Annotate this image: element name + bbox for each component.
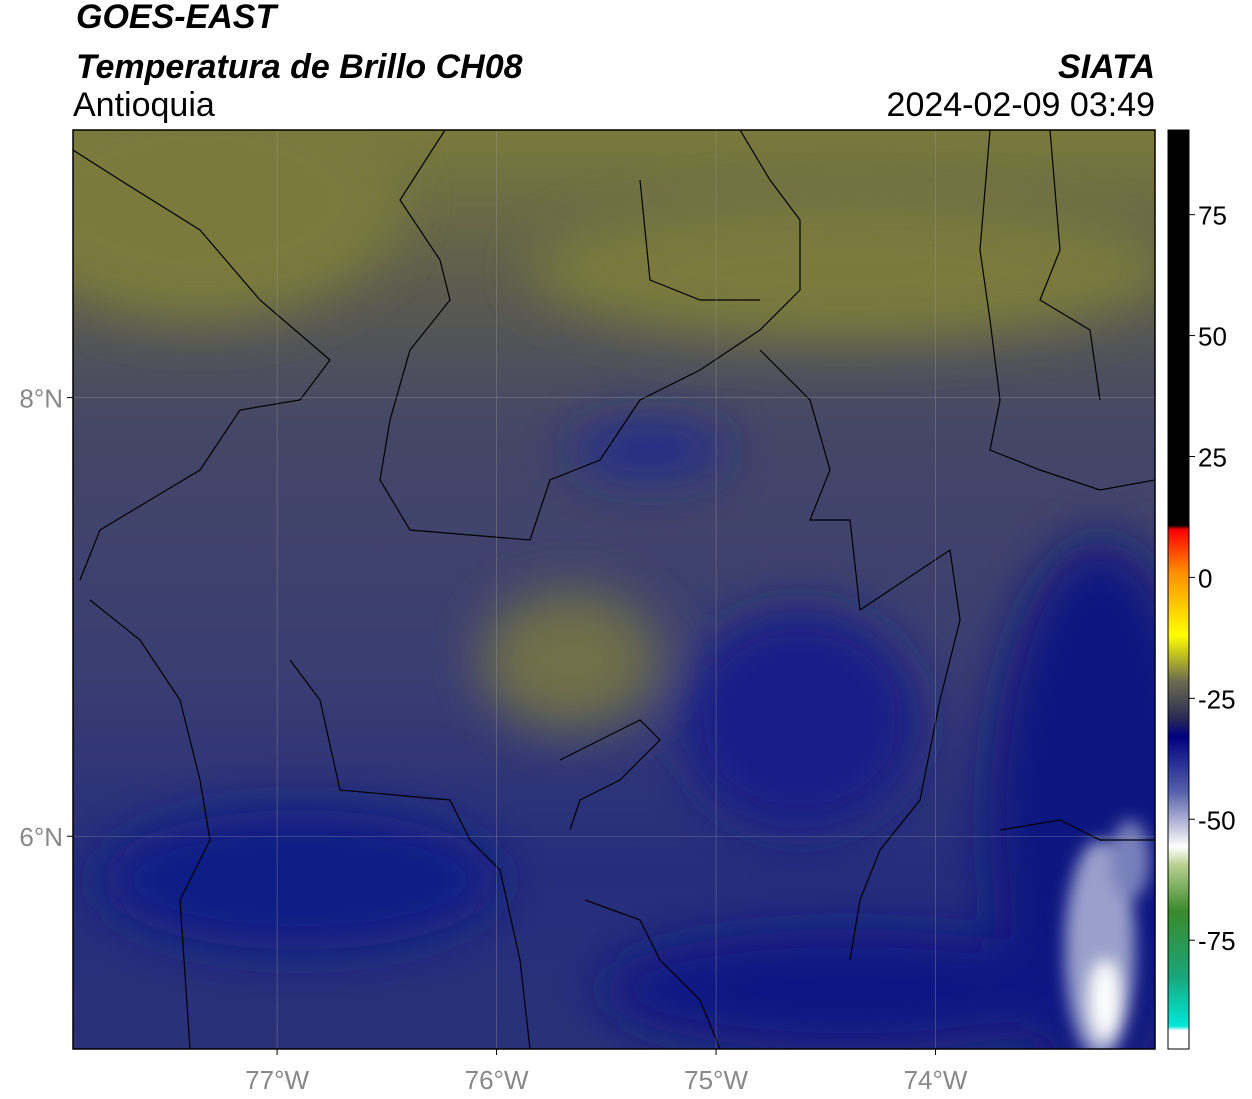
x-tick-label: 74°W <box>904 1065 968 1095</box>
x-tick-label: 77°W <box>245 1065 309 1095</box>
grid: 77°W 76°W 75°W 74°W 8°N 6°N <box>19 130 1155 1095</box>
colorbar-tick-label: 75 <box>1198 201 1227 231</box>
colorbar-tick-label: -25 <box>1198 684 1236 714</box>
colorbar-ticks: 75 50 25 0 -25 -50 -75 <box>1189 201 1236 956</box>
y-tick-label: 8°N <box>19 384 63 414</box>
x-tick-label: 75°W <box>684 1065 748 1095</box>
colorbar <box>1167 129 1190 1050</box>
colorbar-tick-label: 0 <box>1198 563 1212 593</box>
colorbar-tick-label: -75 <box>1198 926 1236 956</box>
map-frame <box>72 129 1156 1050</box>
subtitle: Temperatura de Brillo CH08 <box>76 48 523 86</box>
colorbar-tick-label: 25 <box>1198 442 1227 472</box>
colorbar-tick-label: 50 <box>1198 322 1227 352</box>
datetime: 2024-02-09 03:49 <box>887 86 1155 124</box>
y-tick-label: 6°N <box>19 822 63 852</box>
map-image <box>73 130 1155 1049</box>
region: Antioquia <box>73 86 215 124</box>
title: GOES-EAST <box>76 0 279 36</box>
colorbar-tick-label: -50 <box>1198 805 1236 835</box>
source: SIATA <box>1058 48 1155 86</box>
x-tick-label: 76°W <box>465 1065 529 1095</box>
